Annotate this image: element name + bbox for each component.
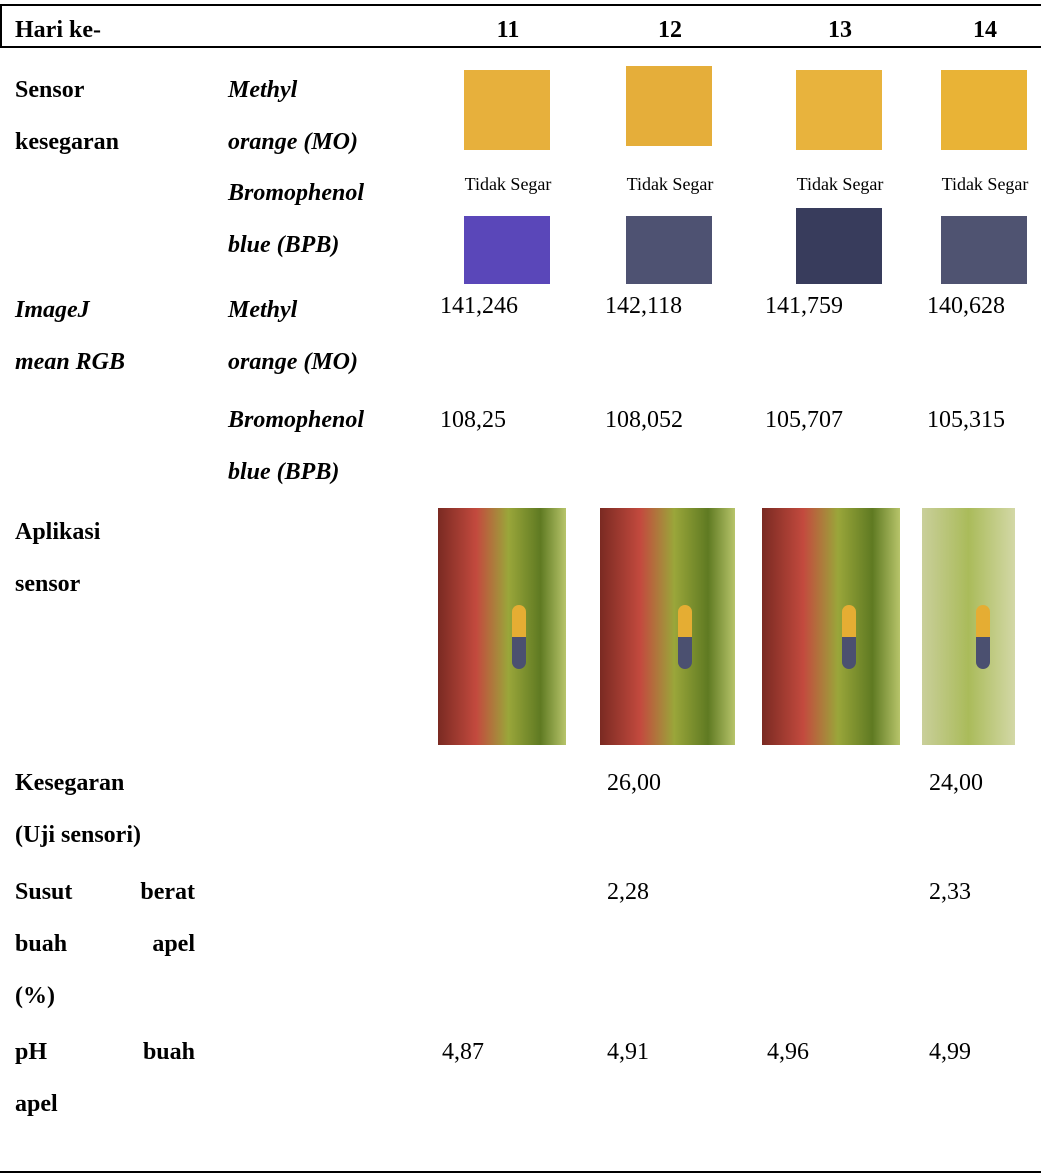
row-label: sensor [15, 571, 81, 597]
apple-photo [922, 508, 1015, 745]
row-label: Aplikasi [15, 519, 101, 545]
apple-photo [600, 508, 735, 745]
sensor-dot [678, 605, 693, 669]
bpb-swatch [626, 216, 712, 284]
mo-swatch [464, 70, 550, 150]
header-label: Hari ke- [15, 17, 101, 43]
sub-label: Methyl [228, 77, 298, 103]
row-label: (%) [15, 983, 55, 1009]
bpb-swatch [941, 216, 1027, 284]
bpb-value: 108,25 [440, 407, 506, 433]
bpb-value: 105,315 [927, 407, 1005, 433]
sub-label: blue (BPB) [228, 459, 340, 485]
day: 11 [496, 17, 520, 43]
day: 12 [658, 17, 682, 43]
value: 4,99 [929, 1039, 971, 1065]
value: 24,00 [929, 770, 983, 796]
row-label: Susut berat [15, 879, 195, 905]
sensor-dot [842, 605, 857, 669]
sub-label: Bromophenol [228, 407, 365, 433]
day: 14 [973, 17, 997, 43]
mo-swatch [796, 70, 882, 150]
rule [0, 1171, 1041, 1173]
bpb-swatch [796, 208, 882, 284]
sub-label: orange (MO) [228, 349, 358, 375]
value: 4,87 [442, 1039, 484, 1065]
status: Tidak Segar [796, 174, 884, 194]
sensor-dot [512, 605, 527, 669]
mo-value: 141,759 [765, 293, 843, 319]
sensor-dot [975, 605, 990, 669]
mo-swatch [941, 70, 1027, 150]
row-label: buah apel [15, 931, 195, 957]
row-label: ImageJ [15, 297, 90, 323]
row-label: mean RGB [15, 349, 126, 375]
row-label: apel [15, 1091, 58, 1117]
row-label: Kesegaran [15, 770, 125, 796]
status: Tidak Segar [626, 174, 714, 194]
apple-photo [438, 508, 566, 745]
sub-label: Bromophenol [228, 180, 365, 206]
mo-value: 141,246 [440, 293, 518, 319]
bpb-swatch [464, 216, 550, 284]
sub-label: Methyl [228, 297, 298, 323]
value: 26,00 [607, 770, 661, 796]
value: 2,33 [929, 879, 971, 905]
value: 2,28 [607, 879, 649, 905]
mo-swatch [626, 66, 712, 146]
bpb-value: 105,707 [765, 407, 843, 433]
value: 4,96 [767, 1039, 809, 1065]
sub-label: orange (MO) [228, 129, 358, 155]
sub-label: blue (BPB) [228, 232, 340, 258]
row-label: (Uji sensori) [15, 822, 141, 848]
mo-value: 142,118 [605, 293, 683, 319]
row-label: Sensor [15, 77, 85, 103]
rule [0, 46, 1041, 48]
mo-value: 140,628 [927, 293, 1005, 319]
rule [0, 4, 2, 48]
apple-photo [762, 508, 900, 745]
bpb-value: 108,052 [605, 407, 683, 433]
day: 13 [828, 17, 852, 43]
row-label: kesegaran [15, 129, 119, 155]
rule [0, 4, 1041, 6]
status: Tidak Segar [941, 174, 1029, 194]
value: 4,91 [607, 1039, 649, 1065]
row-label: pH buah [15, 1039, 195, 1065]
status: Tidak Segar [464, 174, 552, 194]
